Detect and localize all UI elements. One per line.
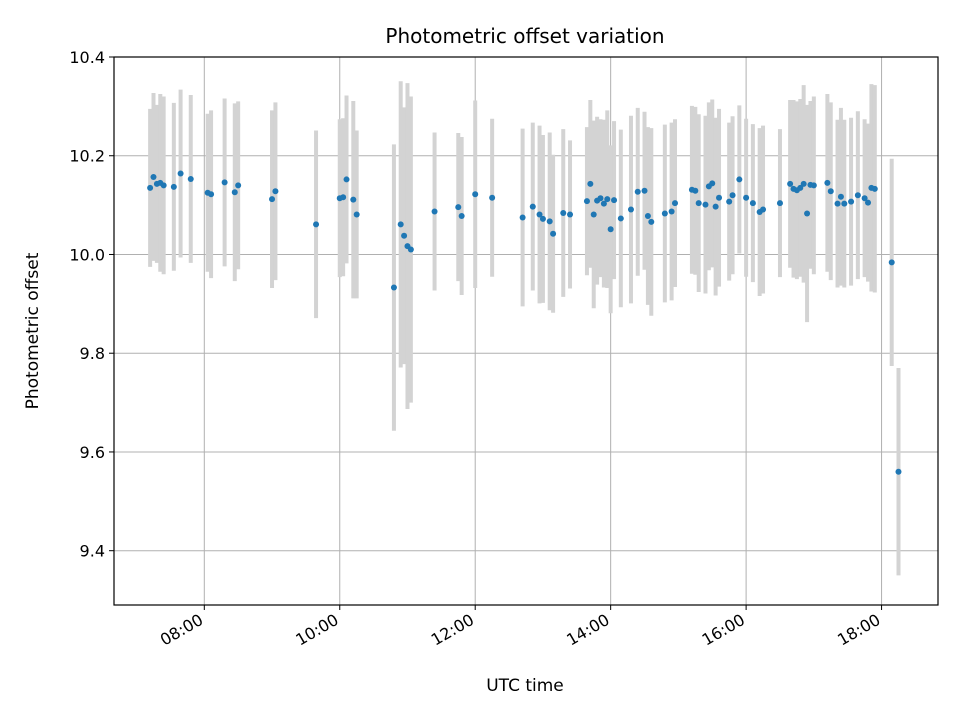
chart-title: Photometric offset variation (385, 24, 664, 48)
data-point (539, 215, 546, 222)
y-axis-label: Photometric offset (23, 252, 43, 409)
data-point (834, 200, 841, 207)
data-point (871, 185, 878, 192)
data-points (147, 170, 902, 475)
data-point (407, 246, 414, 253)
data-point (776, 200, 783, 207)
data-point (187, 175, 194, 182)
y-tick-label: 10.4 (69, 48, 105, 67)
data-point (712, 203, 719, 210)
data-point (671, 200, 678, 207)
data-point (627, 206, 634, 213)
data-point (743, 194, 750, 201)
data-point (529, 203, 536, 210)
data-point (692, 187, 699, 194)
data-point (313, 221, 320, 228)
data-point (170, 183, 177, 190)
data-point (221, 179, 228, 186)
data-point (567, 211, 574, 218)
data-point (709, 180, 716, 187)
data-point (661, 210, 668, 217)
data-point (702, 201, 709, 208)
data-point (536, 211, 543, 218)
data-point (604, 196, 611, 203)
data-point (431, 208, 438, 215)
data-point (861, 195, 868, 202)
data-point (458, 212, 465, 219)
data-point (729, 192, 736, 199)
data-point (648, 218, 655, 225)
data-point (560, 210, 567, 217)
data-point (716, 194, 723, 201)
data-point (749, 200, 756, 207)
data-point (235, 182, 242, 189)
data-point (644, 212, 651, 219)
data-point (177, 170, 184, 177)
data-point (340, 194, 347, 201)
data-point (147, 184, 154, 191)
y-tick-label: 9.8 (80, 344, 105, 363)
y-tick-label: 9.4 (80, 542, 105, 561)
y-tick-label: 10.2 (69, 147, 105, 166)
data-point (150, 173, 157, 180)
data-point (827, 188, 834, 195)
data-point (888, 259, 895, 266)
data-point (804, 210, 811, 217)
data-point (865, 199, 872, 206)
data-point (350, 196, 357, 203)
data-point (634, 188, 641, 195)
data-point (519, 214, 526, 221)
data-point (550, 230, 557, 237)
data-point (472, 191, 479, 198)
data-point (587, 180, 594, 187)
data-point (343, 176, 350, 183)
data-point (617, 215, 624, 222)
data-point (597, 195, 604, 202)
data-point (848, 198, 855, 205)
data-point (455, 204, 462, 211)
data-point (269, 196, 276, 203)
data-point (787, 180, 794, 187)
y-tick-label: 10.0 (69, 245, 105, 264)
y-tick-label: 9.6 (80, 443, 105, 462)
data-point (668, 208, 675, 215)
data-point (272, 188, 279, 195)
data-point (837, 193, 844, 200)
data-point (401, 232, 408, 239)
data-point (600, 200, 607, 207)
data-point (160, 182, 167, 189)
data-point (736, 176, 743, 183)
data-point (390, 284, 397, 291)
plot-frame (113, 56, 939, 606)
data-point (546, 218, 553, 225)
data-point (841, 200, 848, 207)
data-point (583, 198, 590, 205)
data-point (208, 191, 215, 198)
data-point (397, 221, 404, 228)
x-axis-label: UTC time (486, 676, 564, 696)
data-point (231, 189, 238, 196)
data-point (895, 468, 902, 475)
data-point (854, 192, 861, 199)
data-point (797, 184, 804, 191)
data-point (641, 187, 648, 194)
data-point (695, 200, 702, 207)
data-point (590, 211, 597, 218)
data-point (760, 206, 767, 213)
data-point (810, 182, 817, 189)
data-point (824, 179, 831, 186)
data-point (800, 180, 807, 187)
data-point (607, 226, 614, 233)
data-point (353, 211, 360, 218)
data-point (726, 198, 733, 205)
data-point (489, 194, 496, 201)
data-point (611, 197, 618, 204)
